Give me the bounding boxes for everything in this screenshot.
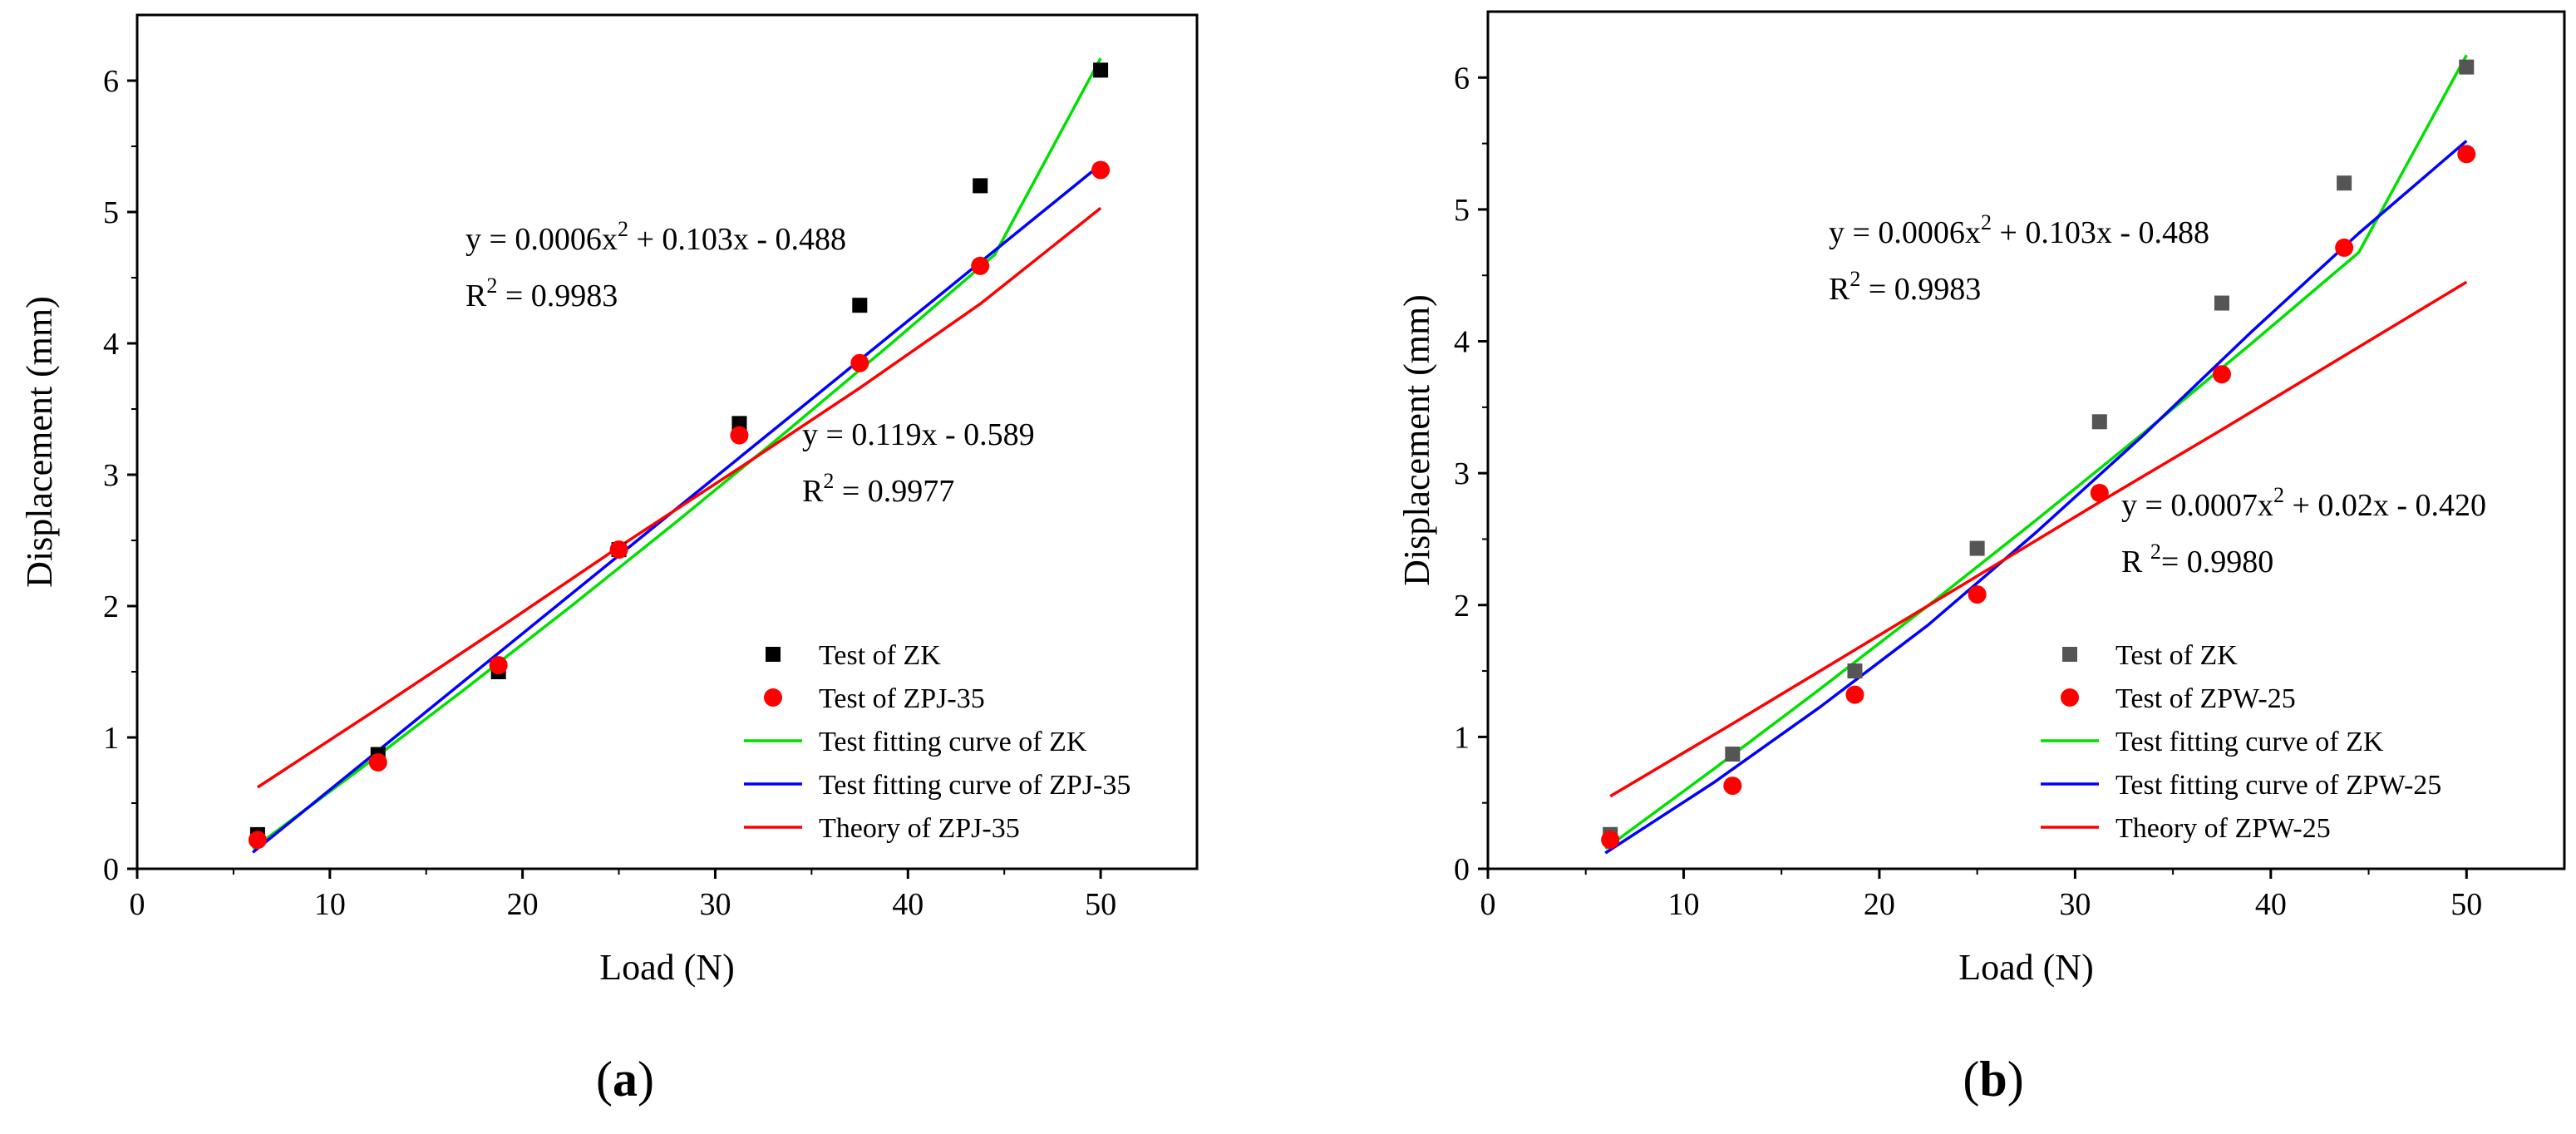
legend-label: Test fitting curve of ZK [2115,727,2384,757]
equation-annotation: R2 = 0.9983 [1829,267,1981,307]
chart-panel-b: 0 10 20 30 40 50 0 1 2 3 4 5 6 Load (N) Displacement (… [1396,10,2566,988]
legend-label: Theory of ZPJ-35 [819,813,1020,844]
y-tick-label: 2 [103,589,119,624]
data-point-circle [850,353,869,372]
equation-annotation: R 2= 0.9980 [2121,540,2273,579]
x-axis-title: Load (N) [599,947,735,988]
y-axis-title: Displacement (mm) [1396,294,1437,586]
x-tick-label: 0 [130,887,145,922]
data-point-circle [971,256,990,275]
y-tick-label: 6 [103,64,119,99]
equation-annotation: y = 0.0007x2 + 0.02x - 0.420 [2121,483,2486,523]
legend-square-marker [2062,647,2077,662]
data-point-circle [730,426,749,445]
x-tick-label: 50 [1085,887,1116,922]
x-tick-label: 50 [2450,887,2482,922]
x-tick-label: 40 [2255,887,2287,922]
data-point-circle [1723,777,1742,796]
y-axis-title: Displacement (mm) [19,296,60,588]
equation-annotation: y = 0.0006x2 + 0.103x - 0.488 [1829,210,2209,250]
data-point-circle [1845,685,1864,704]
data-point-square [852,298,868,313]
data-point-square [973,178,988,194]
y-tick-label: 6 [1454,61,1470,96]
data-point-circle [609,540,628,560]
data-point-circle [2212,365,2231,384]
data-point-circle [489,656,508,675]
y-tick-label: 3 [103,458,119,493]
x-tick-label: 30 [2059,887,2091,922]
x-tick-label: 10 [314,887,346,922]
data-point-square [1847,663,1863,679]
series-line-2 [1604,54,2468,850]
y-tick-label: 4 [103,327,119,362]
legend-label: Test fitting curve of ZK [819,727,1087,757]
data-point-square [1725,747,1741,762]
data-point-circle [368,753,387,772]
legend: Test of ZK Test of ZPJ-35 Test fitting cur… [744,640,1130,844]
x-axis-title: Load (N) [1958,947,2094,988]
data-point-square [1093,62,1109,78]
equation-annotation: y = 0.0006x2 + 0.103x - 0.488 [465,217,846,257]
data-point-square [2091,414,2107,430]
data-point-circle [1091,160,1111,180]
x-tick-label: 20 [507,887,539,922]
data-point-square [2214,295,2229,311]
series-line-4 [256,206,1102,789]
y-tick-label: 0 [1454,852,1470,887]
legend-label: Test fitting curve of ZPJ-35 [819,770,1130,801]
x-tick-label: 20 [1864,887,1895,922]
series-line-2 [252,57,1102,850]
data-point-circle [1601,831,1620,850]
series-line-3 [1604,140,2468,855]
panel-label: (a) [596,1052,654,1107]
legend-label: Test of ZPW-25 [2115,683,2296,714]
legend-square-marker [766,647,781,662]
y-tick-label: 5 [103,195,119,230]
x-tick-label: 10 [1667,887,1699,922]
plot-frame [135,13,1199,870]
y-tick-label: 1 [1454,720,1470,755]
equation-annotation: R2 = 0.9983 [465,274,618,313]
legend-circle-marker [764,688,782,707]
x-tick-label: 40 [892,887,924,922]
y-tick-label: 2 [1454,589,1470,624]
data-point-circle [2335,238,2354,257]
data-point-square [2337,175,2352,191]
y-tick-label: 4 [1454,325,1470,360]
chart-panel-a: 0 10 20 30 40 50 0 1 2 3 4 5 6 Load (N) Displacement (… [19,13,1199,988]
data-point-square [2459,59,2475,75]
y-tick-label: 0 [103,852,119,887]
data-point-square [1969,540,1985,556]
legend-label: Test of ZK [819,640,941,671]
equation-annotation: y = 0.119x - 0.589 [802,417,1035,452]
y-tick-label: 1 [103,721,119,756]
panel-label: (b) [1963,1052,2023,1107]
legend: Test of ZK Test of ZPW-25 Test fitting cur… [2041,640,2441,844]
legend-label: Test fitting curve of ZPW-25 [2115,770,2441,801]
series-line-4 [1609,280,2468,798]
data-point-circle [2457,145,2476,164]
data-point-circle [1968,585,1987,604]
data-point-circle [248,831,267,850]
x-tick-label: 30 [699,887,731,922]
legend-label: Test of ZK [2115,640,2238,671]
equation-annotation: R2 = 0.9977 [802,469,954,509]
data-point-circle [2090,483,2109,502]
y-tick-label: 3 [1454,456,1470,491]
legend-label: Test of ZPJ-35 [819,683,985,714]
legend-label: Theory of ZPW-25 [2115,813,2331,844]
legend-circle-marker [2061,688,2079,707]
plot-frame [1486,10,2566,870]
y-tick-label: 5 [1454,193,1470,228]
x-tick-label: 0 [1480,887,1496,922]
